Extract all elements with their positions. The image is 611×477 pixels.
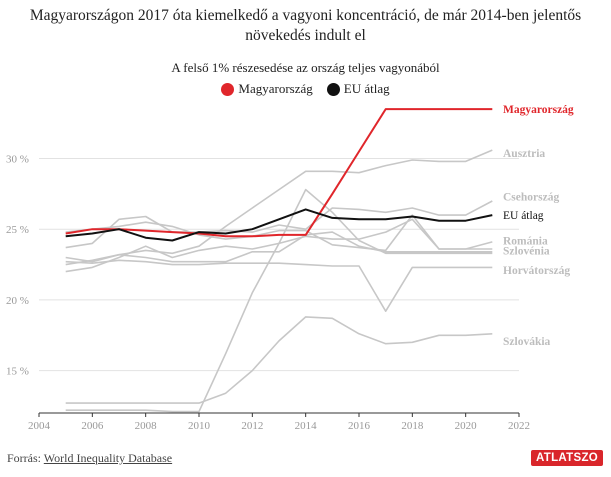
legend: Magyarország EU átlag [0,81,611,97]
series-label-magyarorsz-g: Magyarország [503,104,574,116]
series-label-rom-nia: Románia [503,236,548,248]
x-tick-label: 2020 [455,420,478,432]
series-label-csehorsz-g: Csehország [503,192,559,204]
legend-item-magyarorszag[interactable]: Magyarország [221,81,313,97]
x-tick-label: 2006 [81,420,104,432]
x-tick-label: 2014 [295,420,318,432]
series-line-eu-tlag [65,208,493,242]
y-tick-label: 25 % [6,224,29,236]
source-prefix: Forrás: [7,451,41,465]
chart-title: Magyarországon 2017 óta kiemelkedő a vag… [29,7,582,44]
series-label-szlov-kia: Szlovákia [503,336,551,348]
legend-label-eu-atlag: EU átlag [343,81,390,96]
series-line-csehorsz-g [65,200,493,249]
x-tick-label: 2022 [508,420,530,432]
series-line-szlov-nia [65,214,493,252]
series-label-szlov-nia: Szlovénia [503,245,550,257]
series-line-ausztria [65,149,493,266]
series-line-horv-torsz-g [65,259,493,313]
x-tick-label: 2012 [241,420,263,432]
x-tick-label: 2008 [135,420,158,432]
chart-subtitle: A felső 1% részesedése az ország teljes … [171,60,440,75]
legend-swatch-magyarorszag [221,82,235,96]
series-line-magyarorsz-g [65,108,493,238]
legend-swatch-eu-atlag [326,82,340,96]
series-label-horv-torsz-g: Horvátország [503,265,570,277]
x-tick-label: 2004 [28,420,51,432]
atlatszo-logo: ATLATSZO [531,450,604,466]
y-tick-label: 15 % [6,366,29,378]
source-link[interactable]: World Inequality Database [43,451,173,465]
series-label-eu-tlag: EU átlag [503,210,544,222]
x-tick-label: 2010 [188,420,211,432]
series-line-szlov-kia [65,316,493,404]
series-label-ausztria: Ausztria [503,148,545,160]
x-tick-label: 2016 [348,420,371,432]
y-tick-label: 30 % [6,154,29,166]
legend-label-magyarorszag: Magyarország [238,81,313,96]
x-tick-label: 2018 [401,420,424,432]
series-line-unlabeled-9 [65,231,493,263]
source-note: Forrás: World Inequality Database [7,451,172,466]
series-line-unlabeled-8 [65,188,493,413]
y-tick-label: 20 % [6,295,29,307]
legend-item-eu-atlag[interactable]: EU átlag [326,81,390,97]
